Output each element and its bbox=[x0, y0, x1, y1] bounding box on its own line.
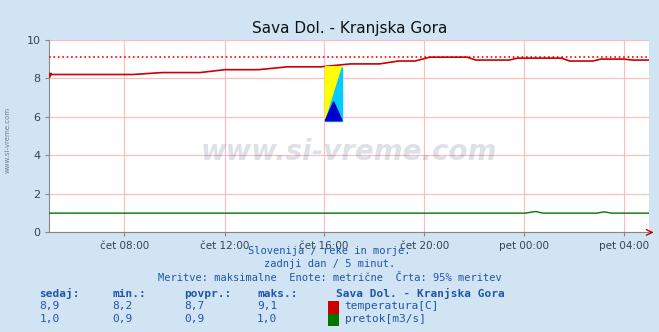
Text: 9,1: 9,1 bbox=[257, 301, 277, 311]
Text: pretok[m3/s]: pretok[m3/s] bbox=[345, 314, 426, 324]
Text: 0,9: 0,9 bbox=[112, 314, 132, 324]
Text: www.si-vreme.com: www.si-vreme.com bbox=[201, 137, 498, 166]
Text: 0,9: 0,9 bbox=[185, 314, 205, 324]
Text: 1,0: 1,0 bbox=[257, 314, 277, 324]
Text: 8,7: 8,7 bbox=[185, 301, 205, 311]
Text: min.:: min.: bbox=[112, 289, 146, 299]
Text: 8,2: 8,2 bbox=[112, 301, 132, 311]
Text: temperatura[C]: temperatura[C] bbox=[345, 301, 439, 311]
Text: povpr.:: povpr.: bbox=[185, 289, 232, 299]
Text: sedaj:: sedaj: bbox=[40, 288, 80, 299]
Text: www.si-vreme.com: www.si-vreme.com bbox=[5, 106, 11, 173]
Text: Sava Dol. - Kranjska Gora: Sava Dol. - Kranjska Gora bbox=[336, 288, 505, 299]
Text: Slovenija / reke in morje.: Slovenija / reke in morje. bbox=[248, 246, 411, 256]
Text: maks.:: maks.: bbox=[257, 289, 297, 299]
Text: 8,9: 8,9 bbox=[40, 301, 60, 311]
Text: 1,0: 1,0 bbox=[40, 314, 60, 324]
Text: zadnji dan / 5 minut.: zadnji dan / 5 minut. bbox=[264, 259, 395, 269]
Polygon shape bbox=[326, 102, 342, 121]
Title: Sava Dol. - Kranjska Gora: Sava Dol. - Kranjska Gora bbox=[252, 21, 447, 36]
Text: Meritve: maksimalne  Enote: metrične  Črta: 95% meritev: Meritve: maksimalne Enote: metrične Črta… bbox=[158, 273, 501, 283]
Polygon shape bbox=[326, 67, 342, 121]
Polygon shape bbox=[326, 67, 342, 121]
